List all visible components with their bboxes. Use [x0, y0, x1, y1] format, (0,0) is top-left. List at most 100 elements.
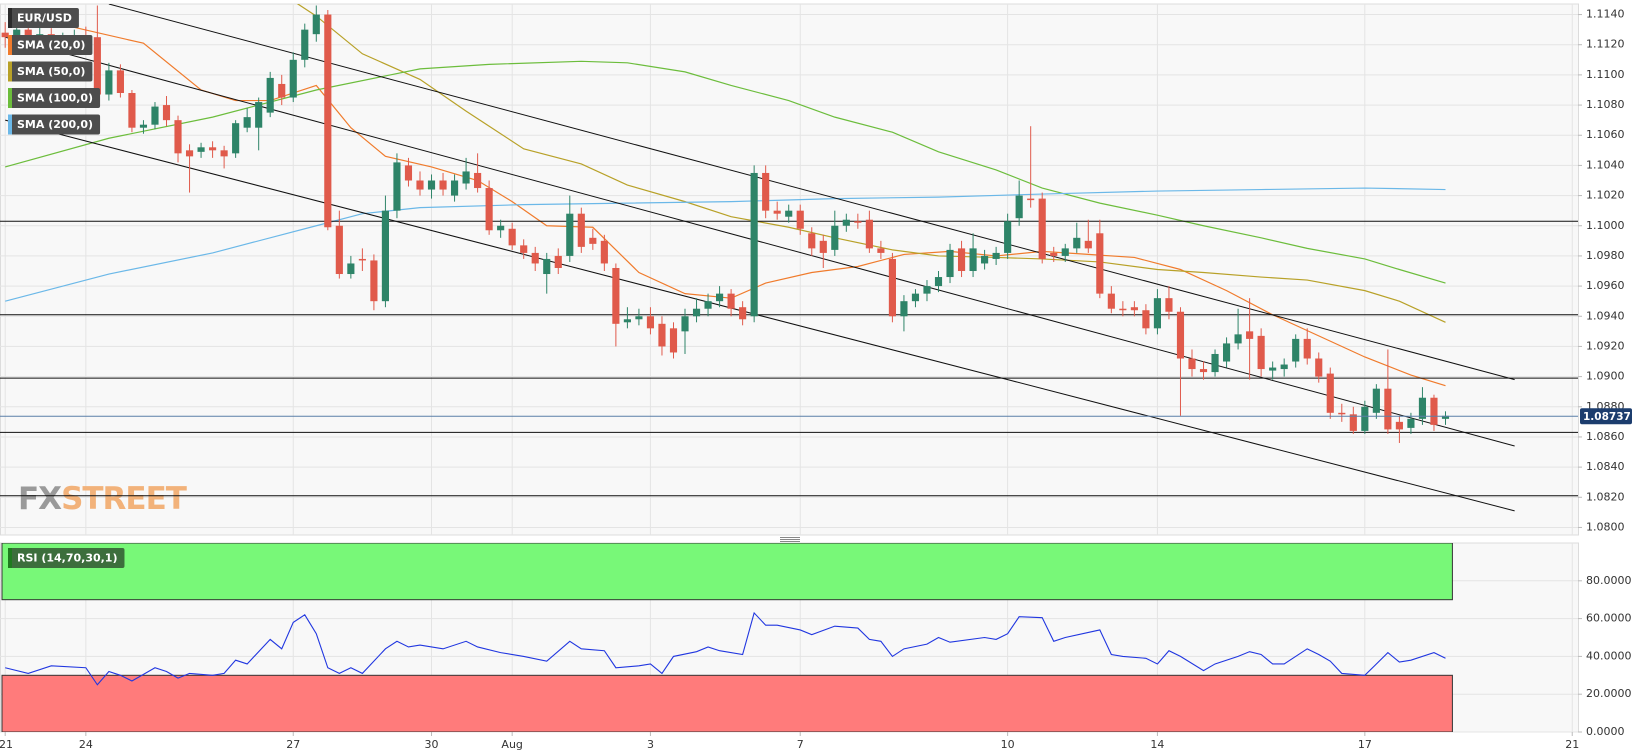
y-tick-label: 1.0800	[1586, 520, 1625, 533]
candle-body	[589, 237, 597, 244]
candle-body	[1222, 343, 1231, 362]
candle-body	[1280, 364, 1288, 370]
plot-area: FXSTREET	[0, 4, 1578, 517]
legend-box	[8, 35, 93, 55]
candle-body	[393, 162, 401, 211]
candle-body	[842, 219, 850, 226]
candle-body	[485, 188, 493, 231]
x-tick-label: 21	[1565, 738, 1579, 751]
legend-label: SMA (20,0)	[17, 39, 85, 52]
candle-body	[819, 240, 827, 253]
candle-body	[1188, 358, 1196, 370]
candle-body	[1246, 331, 1254, 339]
candle-body	[1303, 338, 1311, 359]
candle-body	[1038, 198, 1046, 259]
candle-body	[232, 123, 240, 154]
y-tick-label: 1.0960	[1586, 279, 1625, 292]
candle-body	[1096, 233, 1104, 294]
y-tick-label: 60.0000	[1586, 612, 1632, 625]
candle-body	[543, 258, 551, 275]
rsi-band	[1, 543, 1453, 601]
y-tick-label: 0.0000	[1586, 725, 1625, 738]
candle-body	[831, 225, 839, 250]
y-tick-label: 1.0840	[1586, 460, 1625, 473]
candle-body	[566, 213, 574, 256]
x-tick-label: Aug	[501, 738, 522, 751]
candle-body	[255, 102, 263, 128]
candle-body	[347, 263, 355, 275]
candle-body	[1130, 307, 1138, 311]
candle-body	[427, 180, 436, 190]
candle-body	[185, 150, 194, 157]
watermark: FXSTREET	[18, 481, 187, 517]
legend-swatch	[8, 114, 12, 135]
legend: RSI (14,70,30,1)	[8, 548, 125, 568]
y-tick-label: 1.1040	[1586, 158, 1625, 171]
candle-body	[1315, 358, 1323, 377]
y-tick-label: 1.1140	[1586, 8, 1625, 21]
candle-body	[911, 293, 920, 302]
candle-body	[1361, 406, 1369, 431]
candle-body	[1165, 298, 1173, 312]
candle-body	[727, 293, 735, 309]
candle-body	[1004, 221, 1012, 253]
candle-body	[13, 29, 21, 38]
candle-body	[1050, 252, 1058, 256]
legend-label: SMA (50,0)	[17, 65, 85, 78]
candle-body	[1292, 338, 1300, 362]
legend-swatch	[8, 35, 12, 55]
candle-body	[957, 248, 966, 272]
x-tick-label: 7	[797, 738, 804, 751]
candle-body	[981, 255, 989, 264]
y-tick-label: 1.1080	[1586, 98, 1625, 111]
candle-body	[1061, 248, 1069, 256]
candle-body	[289, 59, 297, 98]
candle-body	[969, 248, 977, 272]
sma-line	[5, 60, 1446, 284]
candle-body	[1107, 293, 1115, 309]
candle-body	[139, 124, 148, 128]
candle-body	[278, 83, 286, 98]
candle-body	[1153, 298, 1162, 329]
candle-body	[854, 221, 862, 223]
candle-body	[1073, 237, 1081, 249]
trend-line	[108, 4, 1515, 381]
y-tick-label: 1.0920	[1586, 339, 1625, 352]
y-tick-label: 20.0000	[1586, 687, 1632, 700]
legend-box	[8, 8, 79, 28]
candle-body	[381, 210, 389, 302]
x-tick-label: 30	[425, 738, 439, 751]
panel-divider[interactable]	[0, 536, 1634, 542]
candle-body	[116, 70, 124, 94]
legend-swatch	[8, 8, 12, 28]
candle-body	[877, 248, 885, 253]
y-tick-label: 1.1020	[1586, 189, 1625, 202]
price-panel	[0, 3, 1579, 536]
legend-box	[8, 114, 101, 135]
candle-body	[612, 267, 620, 324]
y-tick-label: 1.0860	[1586, 430, 1625, 443]
candle-body	[865, 219, 873, 249]
legend-box	[8, 88, 101, 108]
y-tick-label: 1.1000	[1586, 219, 1625, 232]
candle-body	[404, 165, 413, 181]
candle-body	[900, 301, 908, 317]
candle-body	[739, 307, 747, 320]
candle-body	[197, 147, 205, 152]
candle-body	[151, 106, 159, 125]
candle-body	[923, 286, 931, 294]
candle-body	[796, 210, 804, 229]
legend-swatch	[8, 548, 12, 568]
candle-body	[704, 301, 712, 309]
legend-swatch	[8, 88, 12, 108]
candle-body	[1407, 418, 1415, 428]
candle-body	[1027, 198, 1035, 201]
y-tick-label: 1.1060	[1586, 128, 1625, 141]
candle-body	[301, 29, 309, 60]
y-tick-label: 1.0980	[1586, 249, 1625, 262]
candle-body	[93, 37, 101, 95]
legend: EUR/USD SMA (20,0) SMA (50,0) SMA (100,0) SM…	[8, 8, 101, 135]
x-tick-label: 24	[79, 738, 93, 751]
candle-body	[105, 70, 113, 95]
